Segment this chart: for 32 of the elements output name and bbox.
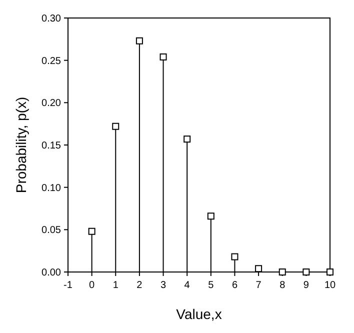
point [326,268,334,276]
x-tick-label: 0 [89,280,96,291]
x-tick-label: 4 [184,280,190,291]
point [160,53,167,60]
x-axis-title: Value,x [176,306,222,322]
x-tick-label: 8 [280,280,286,291]
point [88,228,96,235]
x-tick-label: 5 [208,280,214,291]
point [255,265,262,272]
point [136,37,143,44]
x-tick-label: 6 [232,280,238,291]
x-tick-label: 7 [256,280,262,291]
y-tick-label: 0.00 [42,268,62,278]
point [112,122,120,130]
y-axis-title: Probability, p(x) [13,96,29,194]
y-tick-label: 0.30 [42,14,62,24]
point [231,253,238,260]
point [302,268,310,276]
y-tick-label: 0.20 [42,98,62,110]
x-tick-label: 9 [303,280,310,291]
point [184,136,191,143]
x-tick-label: 2 [136,280,143,291]
point [207,212,214,220]
y-tick-label: 0.10 [42,182,62,194]
y-tick-label: 0.15 [42,140,62,152]
x-tick-label: 1 [112,280,119,291]
y-tick-label: 0.05 [42,225,62,236]
y-tick-label: 0.25 [42,56,62,67]
x-tick-label: 10 [324,280,336,291]
x-tick-label: 3 [160,280,166,291]
x-tick-label: -1 [64,280,73,291]
point [278,268,286,276]
